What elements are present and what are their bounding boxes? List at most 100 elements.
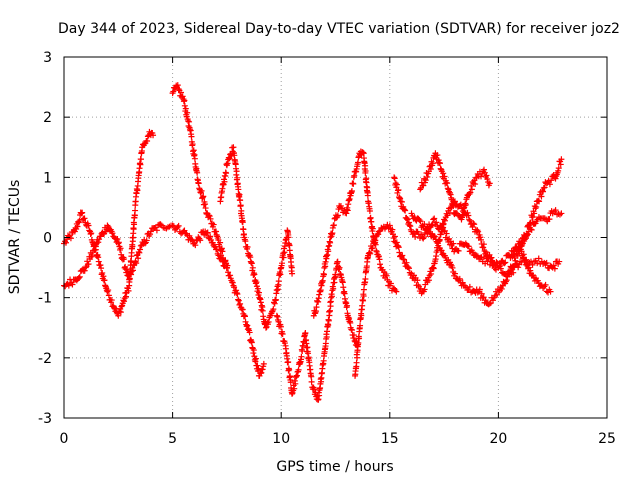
data-point: [412, 233, 419, 240]
data-point: [354, 159, 361, 166]
data-point: [395, 244, 402, 251]
data-point: [462, 201, 469, 208]
data-point: [512, 257, 519, 264]
data-point: [359, 302, 366, 309]
data-point: [519, 235, 526, 242]
data-point: [129, 243, 136, 250]
data-point: [405, 219, 412, 226]
data-point: [219, 248, 226, 255]
data-point: [398, 198, 405, 205]
data-point: [227, 272, 234, 279]
data-point: [263, 323, 270, 330]
y-axis-label: SDTVAR / TECUs: [7, 180, 23, 295]
data-point: [234, 291, 241, 298]
data-point: [85, 261, 92, 268]
data-point: [472, 181, 479, 188]
data-point: [387, 280, 394, 287]
data-point: [447, 261, 454, 268]
data-point: [74, 223, 81, 230]
data-point: [369, 245, 376, 252]
data-point: [369, 225, 376, 232]
data-points: [61, 82, 565, 403]
data-point: [181, 97, 188, 104]
data-point: [476, 286, 483, 293]
data-point: [451, 270, 458, 277]
data-point: [336, 264, 343, 271]
data-point: [224, 160, 231, 167]
series-sat-e: [273, 258, 361, 403]
data-point: [194, 169, 201, 176]
series-sat-i: [417, 150, 493, 223]
data-point: [126, 276, 133, 283]
data-point: [535, 197, 542, 204]
data-point: [255, 289, 262, 296]
data-point: [484, 175, 491, 182]
data-point: [493, 259, 500, 266]
data-point: [360, 286, 367, 293]
data-point: [206, 213, 213, 220]
data-point: [401, 256, 408, 263]
series-sat-f: [310, 148, 400, 319]
data-point: [224, 262, 231, 269]
data-point: [129, 267, 136, 274]
data-point: [281, 249, 288, 256]
data-point: [548, 177, 555, 184]
data-point: [340, 284, 347, 291]
data-point: [78, 210, 85, 217]
data-point: [248, 339, 255, 346]
data-point: [362, 275, 369, 282]
data-point: [372, 237, 379, 244]
data-point: [349, 327, 356, 334]
data-point: [242, 313, 248, 320]
data-point: [122, 293, 129, 300]
data-point: [503, 277, 510, 284]
data-point: [175, 86, 182, 93]
data-point: [514, 248, 521, 255]
data-point: [481, 166, 488, 173]
data-point: [427, 166, 434, 173]
data-point: [529, 213, 536, 220]
data-point: [89, 251, 96, 258]
data-point: [207, 215, 214, 222]
data-point: [444, 180, 451, 187]
data-point: [79, 209, 86, 216]
data-point: [344, 207, 351, 214]
data-point: [510, 269, 517, 276]
data-point: [534, 260, 541, 267]
y-tick-label: -1: [38, 291, 52, 307]
data-point: [189, 141, 196, 148]
data-point: [389, 226, 396, 233]
data-point: [552, 207, 559, 214]
series-sat-c: [169, 82, 267, 379]
y-tick-label: 0: [43, 231, 52, 247]
x-tick-label: 25: [598, 431, 616, 447]
data-point: [550, 262, 557, 269]
data-point: [555, 165, 562, 172]
data-point: [121, 256, 128, 263]
data-point: [169, 222, 176, 229]
data-point: [520, 251, 527, 258]
data-point: [541, 184, 548, 191]
data-point: [235, 296, 242, 303]
data-point: [75, 218, 82, 225]
data-point: [430, 216, 437, 223]
data-point: [431, 215, 438, 222]
data-point: [478, 236, 485, 243]
data-point: [105, 287, 112, 294]
data-point: [234, 174, 241, 181]
data-point: [67, 235, 74, 242]
data-point: [367, 250, 374, 257]
data-point: [441, 173, 448, 180]
data-point: [498, 285, 505, 292]
y-tick-label: 3: [43, 50, 52, 66]
data-point: [174, 82, 181, 89]
data-point: [136, 249, 143, 256]
data-point: [108, 297, 115, 304]
data-point: [513, 243, 520, 250]
data-point: [556, 258, 563, 265]
data-point: [175, 222, 182, 229]
data-point: [257, 299, 264, 306]
data-point: [468, 186, 475, 193]
data-point: [170, 88, 177, 95]
data-point: [449, 264, 456, 271]
